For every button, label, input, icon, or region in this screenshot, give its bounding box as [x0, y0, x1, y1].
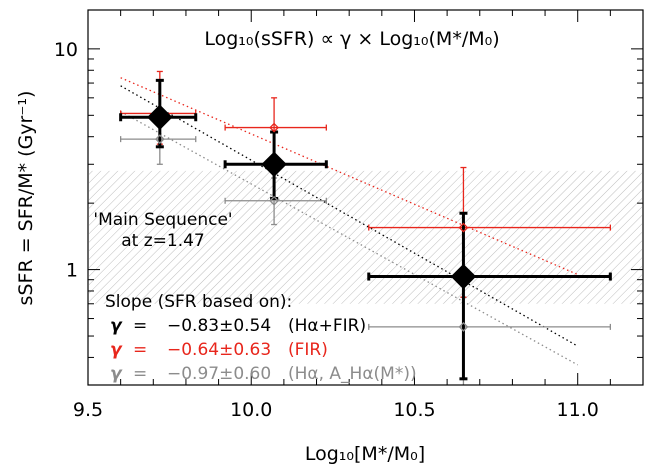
- fit-line-1: [120, 77, 578, 276]
- x-tick-label: 11.0: [557, 399, 599, 421]
- data-point-fir: [458, 222, 469, 233]
- legend-equals-1: =: [133, 340, 147, 360]
- data-point-ha: [154, 134, 165, 145]
- x-tick-label: 10.0: [230, 399, 272, 421]
- x-tick-label: 10.5: [393, 399, 435, 421]
- legend-basis-0: (Hα+FIR): [288, 316, 366, 336]
- y-tick-label: 10: [54, 39, 78, 61]
- legend-value-0: −0.83±0.54: [167, 316, 271, 336]
- legend-equals-2: =: [133, 364, 147, 384]
- legend-basis-1: (FIR): [288, 340, 328, 360]
- data-point-ha: [269, 195, 280, 206]
- legend-gamma-1: γ: [110, 340, 123, 360]
- main-sequence-band: [89, 170, 642, 304]
- legend-gamma-2: γ: [110, 364, 123, 384]
- y-axis-label: sSFR = SFR/M* (Gyr⁻¹): [15, 91, 37, 306]
- data-point-ha: [458, 321, 469, 332]
- legend-header: Slope (SFR based on):: [105, 292, 292, 312]
- main-sequence-label: 'Main Sequence': [93, 210, 232, 230]
- data-point-fir: [269, 122, 280, 133]
- main-sequence-redshift: at z=1.47: [121, 231, 205, 251]
- x-tick-label: 9.5: [73, 399, 103, 421]
- legend-value-2: −0.97±0.60: [167, 364, 271, 384]
- plot-frame: [87, 9, 644, 386]
- x-axis-label: Log₁₀[M*/M₀]: [305, 443, 425, 465]
- legend-equals-0: =: [133, 316, 147, 336]
- data-point-hafir: [450, 263, 477, 290]
- chart-title: Log₁₀(sSFR) ∝ γ × Log₁₀(M*/M₀): [204, 28, 499, 50]
- y-tick-label: 1: [66, 260, 78, 282]
- legend-value-1: −0.64±0.63: [167, 340, 271, 360]
- data-point-hafir: [147, 104, 173, 130]
- legend-basis-2: (Hα, A_Hα(M*)): [288, 364, 417, 384]
- data-point-hafir: [261, 151, 287, 177]
- fit-line-2: [120, 110, 579, 366]
- legend-gamma-0: γ: [110, 316, 123, 336]
